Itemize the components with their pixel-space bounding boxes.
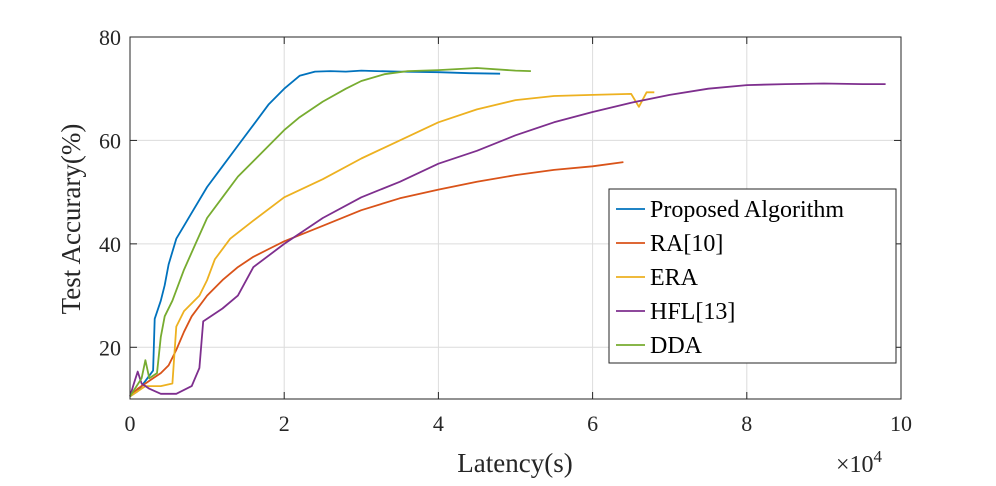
y-tick-label: 80 xyxy=(99,25,121,50)
series-line-ra-10 xyxy=(129,161,624,398)
x-axis-label: Latency(s) xyxy=(457,448,572,478)
series-line-proposed-algorithm xyxy=(129,69,501,398)
legend-label-era: ERA xyxy=(650,265,699,291)
x-tick-label: 4 xyxy=(433,411,444,436)
legend: Proposed Algorithm RA[10] ERA HFL[13] DDA xyxy=(608,188,897,364)
x-tick-label: 2 xyxy=(279,411,290,436)
x-tick-label: 8 xyxy=(741,411,752,436)
x-tick-label: 6 xyxy=(587,411,598,436)
y-axis-label: Test Accurary(%) xyxy=(56,124,86,315)
x-tick-label: 0 xyxy=(125,411,136,436)
series-line-dda xyxy=(129,67,531,397)
x-exponent-power: 4 xyxy=(874,447,883,466)
y-tick-label: 20 xyxy=(99,335,121,360)
legend-label-hfl-13: HFL[13] xyxy=(650,299,735,325)
axis-ticks: 0 2 4 6 8 10 20 40 60 80 xyxy=(99,25,912,436)
plot-frame xyxy=(129,36,902,400)
x-tick-label: 10 xyxy=(890,411,912,436)
y-tick-label: 60 xyxy=(99,128,121,153)
y-tick-label: 40 xyxy=(99,232,121,257)
legend-box xyxy=(608,188,897,364)
x-exponent-label: ×104 xyxy=(836,447,883,478)
series-line-hfl-13 xyxy=(129,82,886,397)
x-exponent-base: ×10 xyxy=(836,452,874,478)
legend-label-proposed-algorithm: Proposed Algorithm xyxy=(650,197,844,223)
legend-label-dda: DDA xyxy=(650,333,703,359)
legend-label-ra-10: RA[10] xyxy=(650,231,723,257)
series-lines xyxy=(129,67,886,398)
series-line-era xyxy=(129,91,655,398)
